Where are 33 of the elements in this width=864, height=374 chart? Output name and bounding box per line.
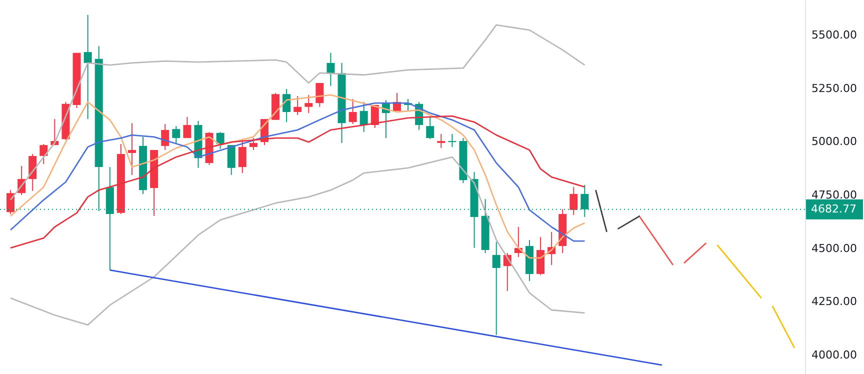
candlestick	[448, 133, 456, 148]
candlestick	[437, 133, 446, 149]
candlestick	[249, 138, 258, 150]
y-tick-label: 4750.00	[812, 188, 857, 202]
candlestick	[128, 122, 136, 176]
candlestick	[348, 98, 357, 124]
candlestick	[570, 186, 578, 216]
candlestick	[40, 144, 48, 165]
y-tick-label: 5000.00	[812, 135, 857, 148]
y-tick-label: 5250.00	[812, 82, 857, 95]
candlestick	[536, 236, 545, 276]
candlestick	[360, 101, 368, 133]
candlestick	[28, 154, 37, 192]
candlestick	[227, 144, 236, 176]
candlestick	[238, 139, 246, 174]
candlestick	[282, 88, 291, 123]
candlestick	[172, 126, 180, 145]
candlestick	[6, 190, 15, 214]
candlestick	[326, 52, 335, 86]
candlestick	[84, 14, 92, 120]
y-tick-label: 4250.00	[812, 295, 857, 308]
y-tick-label: 5500.00	[812, 28, 857, 42]
y-tick-label: 4000.00	[812, 348, 857, 362]
candlestick	[304, 94, 313, 114]
candlestick	[183, 116, 192, 139]
candlestick	[426, 116, 434, 140]
y-tick-label: 4500.00	[812, 242, 857, 255]
candlestick	[161, 123, 170, 150]
line-series	[10, 156, 586, 326]
ref-line-label: 4682.77	[811, 202, 856, 216]
candlestick	[216, 132, 224, 150]
candlestick	[294, 96, 302, 116]
candlestick	[492, 241, 500, 336]
